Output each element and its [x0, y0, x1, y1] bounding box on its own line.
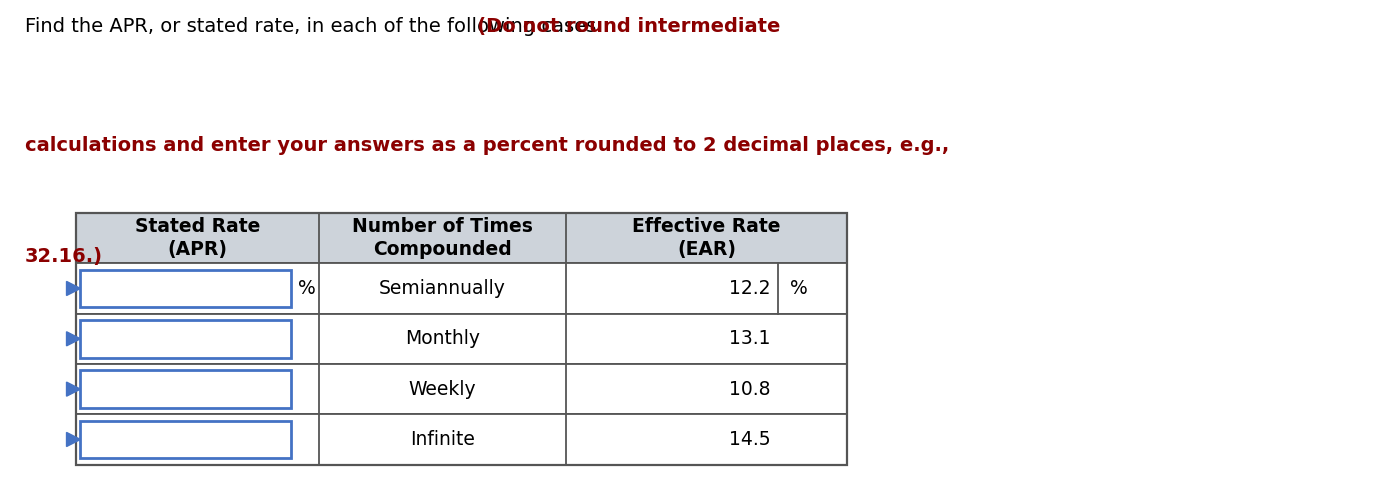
Text: calculations and enter your answers as a percent rounded to 2 decimal places, e.: calculations and enter your answers as a… [25, 136, 949, 154]
Bar [80, 320, 291, 358]
Text: 10.8: 10.8 [729, 379, 770, 399]
Bar [76, 263, 847, 314]
Text: %: % [299, 279, 316, 298]
Bar [76, 213, 847, 263]
Polygon shape [66, 281, 80, 296]
Text: 32.16.): 32.16.) [25, 247, 103, 266]
Bar [76, 364, 847, 414]
Text: 14.5: 14.5 [729, 430, 770, 449]
Polygon shape [66, 382, 80, 396]
Text: Semiannually: Semiannually [379, 279, 506, 298]
Text: Number of Times
Compounded: Number of Times Compounded [351, 217, 533, 259]
Bar [80, 370, 291, 408]
Polygon shape [66, 332, 80, 346]
Bar [76, 314, 847, 364]
Text: %: % [790, 279, 808, 298]
Text: Find the APR, or stated rate, in each of the following cases:: Find the APR, or stated rate, in each of… [25, 17, 609, 36]
Polygon shape [66, 432, 80, 447]
Text: 13.1: 13.1 [729, 329, 770, 348]
Bar [80, 270, 291, 307]
Text: (Do not round intermediate: (Do not round intermediate [25, 17, 780, 36]
Text: Monthly: Monthly [405, 329, 480, 348]
Text: Stated Rate
(APR): Stated Rate (APR) [135, 217, 260, 259]
Text: Infinite: Infinite [409, 430, 475, 449]
Text: Weekly: Weekly [408, 379, 477, 399]
Bar [80, 421, 291, 458]
Text: Effective Rate
(EAR): Effective Rate (EAR) [633, 217, 781, 259]
Text: 12.2: 12.2 [729, 279, 770, 298]
Bar [76, 414, 847, 465]
